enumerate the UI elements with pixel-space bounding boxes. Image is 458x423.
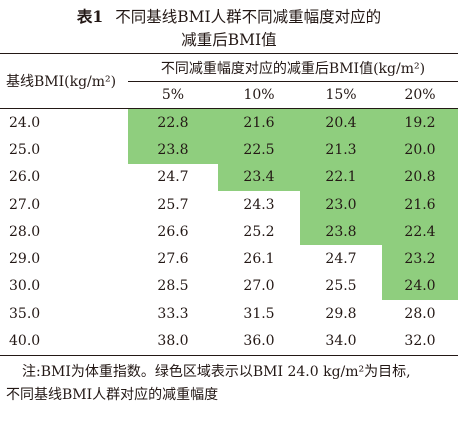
value-cell: 22.1: [300, 163, 382, 191]
value-cell: 22.8: [128, 108, 218, 137]
bmi-table: 基线BMI(kg/m²) 不同减重幅度对应的减重后BMI值(kg/m²) 5% …: [0, 53, 458, 356]
baseline-bmi-cell: 30.0: [9, 278, 41, 295]
value-cell: 28.5: [157, 278, 189, 295]
table-row: 26.0 24.7 23.4 22.1 20.8: [0, 163, 458, 191]
table-row: 30.0 28.5 27.0 25.5 24.0: [0, 272, 458, 301]
table-note: 注:BMI为体重指数。绿色区域表示以BMI 24.0 kg/m²为目标, 不同基…: [0, 356, 458, 407]
note-line-2: 不同基线BMI人群对应的减重幅度: [6, 386, 219, 403]
table-row: 27.0 25.7 24.3 23.0 21.6: [0, 190, 458, 219]
row-header: 基线BMI(kg/m²): [0, 54, 128, 109]
value-cell: 24.7: [325, 251, 357, 268]
value-cell: 25.5: [325, 278, 357, 295]
baseline-bmi-cell: 25.0: [9, 141, 41, 158]
value-cell: 23.8: [300, 218, 382, 246]
baseline-bmi-cell: 24.0: [9, 114, 41, 131]
value-cell: 28.0: [404, 305, 436, 322]
title-line-2: 减重后BMI值: [181, 31, 277, 49]
value-cell: 36.0: [218, 327, 300, 356]
value-cell: 24.3: [243, 196, 275, 213]
table-title: 表1 不同基线BMI人群不同减重幅度对应的 减重后BMI值: [0, 0, 458, 53]
baseline-bmi-cell: 29.0: [9, 251, 41, 268]
value-cell: 24.7: [157, 169, 189, 186]
table-body: 24.0 22.8 21.6 20.4 19.2 25.0 23.8 22.5 21.3 20.0…: [0, 108, 458, 356]
column-header: 20%: [382, 81, 458, 109]
value-cell: 20.4: [300, 108, 382, 137]
value-cell: 27.0: [243, 278, 275, 295]
note-line-1: 注:BMI为体重指数。绿色区域表示以BMI 24.0 kg/m²为目标,: [22, 363, 411, 380]
value-cell: 23.8: [128, 136, 218, 164]
value-cell: 22.4: [382, 218, 458, 246]
table-row: 25.0 23.8 22.5 21.3 20.0: [0, 136, 458, 164]
value-cell: 34.0: [300, 327, 382, 356]
value-cell: 29.8: [325, 305, 357, 322]
value-cell: 25.2: [243, 223, 275, 240]
table-label: 表1: [76, 7, 104, 26]
value-cell: 21.6: [218, 108, 300, 137]
value-cell: 38.0: [128, 327, 218, 356]
baseline-bmi-cell: 28.0: [9, 223, 41, 240]
value-cell: 19.2: [382, 108, 458, 137]
value-cell: 20.0: [382, 136, 458, 164]
value-cell: 24.0: [382, 272, 458, 301]
title-line-1: 表1 不同基线BMI人群不同减重幅度对应的: [0, 5, 458, 29]
value-cell: 31.5: [243, 305, 275, 322]
table-row: 29.0 27.6 26.1 24.7 23.2: [0, 245, 458, 273]
baseline-bmi-cell: 35.0: [9, 305, 41, 322]
table-row: 24.0 22.8 21.6 20.4 19.2: [0, 108, 458, 137]
value-cell: 22.5: [218, 136, 300, 164]
value-cell: 23.0: [300, 190, 382, 219]
value-cell: 26.1: [243, 251, 275, 268]
value-cell: 20.8: [382, 163, 458, 191]
table-row: 28.0 26.6 25.2 23.8 22.4: [0, 218, 458, 246]
value-cell: 27.6: [157, 251, 189, 268]
value-cell: 25.7: [157, 196, 189, 213]
value-cell: 26.6: [157, 223, 189, 240]
column-header: 5%: [128, 81, 218, 109]
value-cell: 33.3: [157, 305, 189, 322]
value-cell: 32.0: [382, 327, 458, 356]
column-header: 15%: [300, 81, 382, 109]
value-cell: 21.6: [382, 190, 458, 219]
baseline-bmi-cell: 40.0: [0, 327, 128, 356]
value-cell: 21.3: [300, 136, 382, 164]
baseline-bmi-cell: 26.0: [9, 169, 41, 186]
group-header: 不同减重幅度对应的减重后BMI值(kg/m²): [128, 54, 458, 82]
title-text-1: 不同基线BMI人群不同减重幅度对应的: [115, 8, 382, 26]
value-cell: 23.2: [382, 245, 458, 273]
baseline-bmi-cell: 27.0: [9, 196, 41, 213]
value-cell: 23.4: [218, 163, 300, 191]
table-row: 40.0 38.0 36.0 34.0 32.0: [0, 327, 458, 356]
column-header: 10%: [218, 81, 300, 109]
table-row: 35.0 33.3 31.5 29.8 28.0: [0, 300, 458, 327]
